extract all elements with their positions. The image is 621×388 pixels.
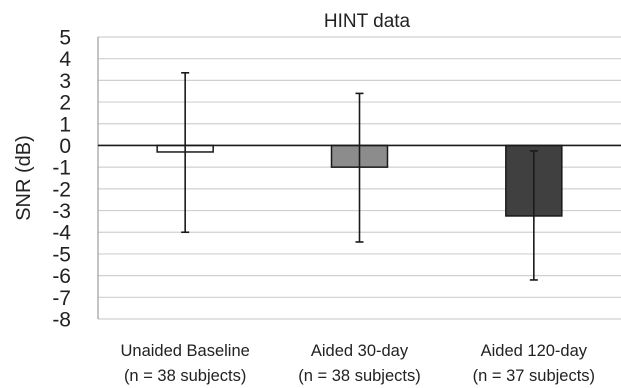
y-tick-label: -4 [52, 222, 71, 245]
y-tick-label: -6 [52, 265, 71, 288]
y-tick-label: -3 [52, 200, 71, 223]
y-tick-label: 3 [59, 70, 71, 93]
x-tick-sublabel: (n = 37 subjects) [473, 367, 595, 385]
y-tick-label: -5 [52, 243, 71, 266]
y-tick-label: 2 [59, 92, 71, 115]
y-tick-label: 5 [59, 27, 71, 50]
error-bar [355, 92, 364, 243]
x-tick-label: Unaided Baseline [120, 342, 249, 360]
x-tick-label: Aided 30-day [311, 342, 409, 360]
y-tick-label: -2 [52, 178, 71, 201]
y-tick-label: -8 [52, 309, 71, 332]
y-tick-label: -7 [52, 287, 71, 310]
x-tick-label: Aided 120-day [481, 342, 588, 360]
x-tick-labels: Unaided Baseline (n = 38 subjects) Aided 3… [120, 342, 595, 385]
x-tick-sublabel: (n = 38 subjects) [124, 367, 246, 385]
y-tick-label: 0 [59, 135, 71, 158]
x-tick-sublabel: (n = 38 subjects) [298, 367, 420, 385]
y-axis-label: SNR (dB) [13, 135, 35, 221]
error-bar [529, 150, 538, 281]
error-bar [181, 71, 190, 234]
y-tick-label: 4 [59, 48, 71, 71]
error-bars [181, 71, 538, 281]
chart-title: HINT data [324, 11, 411, 32]
y-tick-label: 1 [59, 113, 71, 136]
y-tick-label: -1 [52, 157, 71, 180]
